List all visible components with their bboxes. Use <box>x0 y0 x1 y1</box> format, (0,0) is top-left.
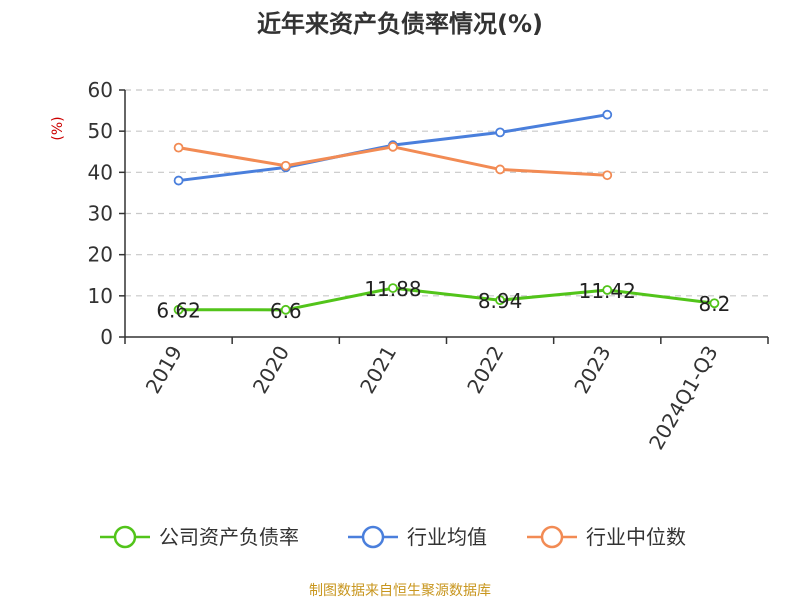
y-axis-label: (%) <box>50 116 66 140</box>
legend-swatch-marker <box>361 525 385 549</box>
data-point-1-4[interactable] <box>602 109 613 120</box>
x-tick-label-2020: 2020 <box>248 342 294 398</box>
x-tick-label-2022: 2022 <box>462 342 508 398</box>
data-point-0-2[interactable] <box>388 283 398 293</box>
data-label-2: 11.88 <box>364 277 421 301</box>
series-line-0 <box>178 286 715 312</box>
legend-item-1[interactable]: 行业均值 <box>348 525 487 549</box>
y-tick-label: 30 <box>88 202 113 226</box>
legend-item-2[interactable]: 行业中位数 <box>527 525 686 549</box>
data-point-1-3[interactable] <box>495 127 505 138</box>
data-point-2-0[interactable] <box>173 142 184 153</box>
data-label-4: 11.42 <box>579 279 636 303</box>
series-lines <box>173 109 720 315</box>
data-point-2-2[interactable] <box>388 141 398 152</box>
data-label-5: 8.2 <box>699 292 731 316</box>
data-point-2-3[interactable] <box>495 164 505 175</box>
data-point-0-5[interactable] <box>709 298 720 309</box>
x-tick-label-2019: 2019 <box>141 342 187 398</box>
x-tick-label-2021: 2021 <box>355 342 401 398</box>
data-label-0: 6.62 <box>156 299 201 323</box>
legend-swatch-marker <box>113 525 137 549</box>
source-note: 制图数据来自恒生聚源数据库 <box>309 583 491 599</box>
legend-label: 行业中位数 <box>586 525 686 549</box>
legend-item-0[interactable]: 公司资产负债率 <box>100 525 299 549</box>
data-point-1-0[interactable] <box>173 175 184 186</box>
data-point-0-3[interactable] <box>495 295 505 306</box>
y-tick-label: 10 <box>88 284 113 308</box>
legend-label: 公司资产负债率 <box>159 525 299 549</box>
legend-swatch-marker <box>540 525 564 549</box>
data-label-3: 8.94 <box>478 289 523 313</box>
data-point-0-0[interactable] <box>173 304 184 315</box>
data-point-2-1[interactable] <box>280 160 291 171</box>
y-tick-label: 60 <box>88 78 113 102</box>
data-point-2-4[interactable] <box>602 170 613 181</box>
data-point-0-1[interactable] <box>280 304 291 315</box>
data-point-0-4[interactable] <box>602 285 613 295</box>
y-tick-label: 50 <box>88 119 113 143</box>
y-tick-label: 40 <box>88 160 113 184</box>
y-tick-label: 20 <box>88 243 113 267</box>
grid-lines <box>125 89 768 297</box>
legend[interactable]: 公司资产负债率 行业均值 行业中位数 <box>100 525 686 549</box>
x-tick-label-2023: 2023 <box>569 342 615 398</box>
data-labels: 6.62 6.6 11.88 8.94 11.42 8.2 <box>156 277 730 323</box>
axes: 0 10 20 30 40 50 60 2019 2020 2021 2022 2023 2024Q1-… <box>88 78 769 454</box>
y-tick-label: 0 <box>100 325 113 349</box>
legend-label: 行业均值 <box>407 525 487 549</box>
data-label-1: 6.6 <box>270 299 302 323</box>
chart-title: 近年来资产负债率情况(%) <box>257 10 543 38</box>
x-tick-label-2024Q1-Q3: 2024Q1-Q3 <box>644 342 723 454</box>
